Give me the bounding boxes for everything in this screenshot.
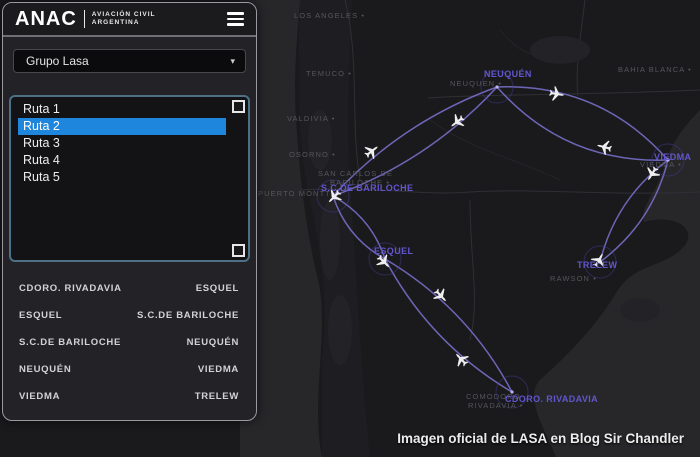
route-pairs: CDORO. RIVADAVIA ESQUEL ESQUEL S.C.DE BARIL… [3,275,256,410]
airport-node-ring [480,70,514,104]
image-caption: Imagen oficial de LASA en Blog Sir Chand… [397,431,684,446]
flight-route-arc [332,195,386,260]
route-origin: NEUQUÉN [19,364,72,375]
route-city-label: S.C.DE BARILOCHE [321,183,413,193]
route-city-label: CDORO. RIVADAVIA [505,394,598,404]
airport-node-ring [495,375,529,409]
plane-icon [451,113,465,127]
map-city-label: COMODORO [466,392,521,401]
map-city-label: PUERTO MONTT [258,189,331,198]
map-city-label: BAHIA BLANCA • [618,65,692,74]
map-city-label: LOS ANGELES • [294,11,365,20]
scroll-down-button[interactable] [232,244,245,257]
scroll-up-button[interactable] [232,100,245,113]
route-option[interactable]: Ruta 5 [23,170,60,184]
flight-route-arc [332,86,498,197]
route-destination: NEUQUÉN [186,337,239,348]
route-city-label: VIEDMA [654,152,692,162]
plane-icon [328,189,342,203]
route-option[interactable]: Ruta 2 [18,118,226,135]
airport-node-ring [583,245,617,279]
route-origin: CDORO. RIVADAVIA [19,283,122,294]
map-city-label: VALDIVIA • [287,114,336,123]
route-pair-row: S.C.DE BARILOCHE NEUQUÉN [3,329,256,356]
route-listbox[interactable]: Ruta 1 Ruta 2 Ruta 3 Ruta 4 Ruta 5 [9,95,250,262]
logo-divider [83,10,85,28]
plane-icon [433,288,446,302]
airport-node-dot [510,390,514,394]
map-city-label: RIVADAVIA • [468,401,523,410]
route-destination: S.C.DE BARILOCHE [137,310,239,321]
flight-route-arc [496,86,669,161]
flight-route-arc [384,258,513,393]
plane-icon [456,353,469,367]
header-bar: ANAC AVIACIÓN CIVIL ARGENTINA [3,3,256,37]
chevron-down-icon: ▾ [230,55,235,66]
route-origin: VIEDMA [19,391,61,402]
map-city-label: VIEDMA • [640,160,682,169]
route-city-label: ESQUEL [374,246,414,256]
map-city-label: SAN CARLOS DE [318,169,393,178]
group-select-value: Grupo Lasa [26,54,89,68]
logo-subtitle: AVIACIÓN CIVIL ARGENTINA [91,11,156,26]
airport-node-dot [495,85,499,89]
route-pair-row: VIEDMA TRELEW [3,383,256,410]
flight-route-arc [332,195,386,260]
map-city-label: TEMUCO • [306,69,352,78]
flight-route-arc [332,86,498,197]
route-destination: TRELEW [194,391,239,402]
flight-route-arc [384,258,513,393]
map-city-label: BARILOCHE • [330,178,390,187]
route-option[interactable]: Ruta 1 [23,102,60,116]
route-options: Ruta 1 Ruta 2 Ruta 3 Ruta 4 Ruta 5 [11,101,248,186]
route-pair-row: NEUQUÉN VIEDMA [3,356,256,383]
airport-node-ring [368,242,402,276]
route-pair-row: ESQUEL S.C.DE BARILOCHE [3,302,256,329]
airport-node-dot [666,158,670,162]
hamburger-menu-icon[interactable] [227,9,244,29]
anac-logo: ANAC [15,7,77,30]
plane-icon [376,254,390,268]
route-pair-row: CDORO. RIVADAVIA ESQUEL [3,275,256,302]
airport-node-ring [651,143,685,177]
plane-icon [549,86,565,101]
route-option[interactable]: Ruta 4 [23,153,60,167]
route-city-label: TRELEW [577,260,618,270]
plane-icon [590,253,604,268]
route-city-label: NEUQUÉN [484,69,532,79]
plane-icon [597,140,612,155]
route-origin: ESQUEL [19,310,63,321]
route-destination: VIEDMA [197,364,239,375]
map-city-label: RAWSON • [550,274,597,283]
route-destination: ESQUEL [195,283,239,294]
map-city-label: OSORNO • [289,150,336,159]
route-origin: S.C.DE BARILOCHE [19,337,121,348]
plane-icon [364,146,378,160]
flight-route-arc [496,86,669,161]
group-select-dropdown[interactable]: Grupo Lasa ▾ [13,49,246,73]
plane-icon [647,166,661,181]
sidebar-panel: ANAC AVIACIÓN CIVIL ARGENTINA Grupo Lasa… [2,2,257,421]
route-option[interactable]: Ruta 3 [23,136,60,150]
map-city-label: NEUQUEN • [450,79,502,88]
flight-route-arc [599,159,669,263]
airport-node-ring [316,179,350,213]
